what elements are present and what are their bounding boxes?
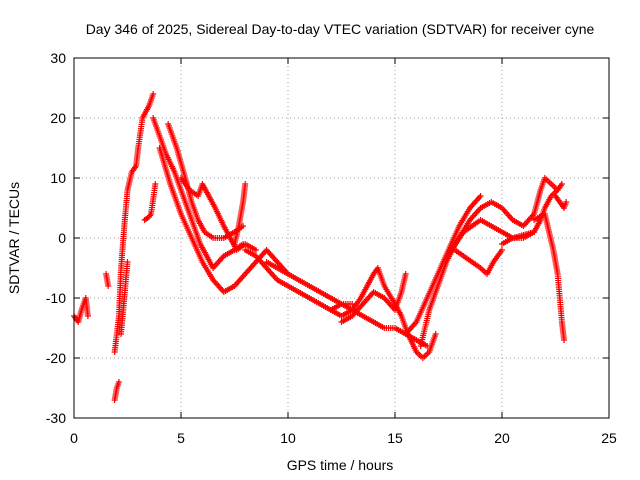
y-tick-label: -20 <box>46 350 66 366</box>
data-series-arc14 <box>327 265 439 361</box>
data-series-arc2 <box>103 271 112 289</box>
data-series-arc3 <box>111 379 122 403</box>
data-series-arc5 <box>118 259 131 337</box>
y-tick-label: 20 <box>50 110 66 126</box>
grid <box>74 58 609 418</box>
x-tick-label: 0 <box>70 430 78 446</box>
x-tick-label: 5 <box>177 430 185 446</box>
data-series-arc22 <box>552 193 570 211</box>
chart-title: Day 346 of 2025, Sidereal Day-to-day VTE… <box>86 21 595 37</box>
data-series-arc11 <box>231 181 249 247</box>
y-tick-label: 10 <box>50 170 66 186</box>
data-series-arc18 <box>445 175 561 259</box>
data-points <box>71 91 570 403</box>
x-tick-label: 20 <box>494 430 510 446</box>
data-series-arc4 <box>111 91 157 355</box>
data-series-arc6 <box>141 181 159 223</box>
y-axis-label: SDTVAR / TECUs <box>6 182 22 294</box>
data-series-arc7 <box>150 115 247 271</box>
plot-frame <box>73 57 610 419</box>
y-tick-label: -30 <box>46 410 66 426</box>
y-tick-label: 0 <box>58 230 66 246</box>
y-tick-label: -10 <box>46 290 66 306</box>
data-series-arc21 <box>531 211 568 343</box>
axis-ticks: 0 5 10 15 20 25 -30 -20 -10 0 10 20 30 <box>46 50 617 446</box>
x-tick-label: 25 <box>601 430 617 446</box>
data-series-arc19 <box>451 247 505 277</box>
x-tick-label: 10 <box>280 430 296 446</box>
data-series-arc15 <box>338 271 409 325</box>
data-series-arc20 <box>499 229 538 247</box>
x-tick-label: 15 <box>387 430 403 446</box>
x-axis-label: GPS time / hours <box>287 457 394 473</box>
y-tick-label: 30 <box>50 50 66 66</box>
